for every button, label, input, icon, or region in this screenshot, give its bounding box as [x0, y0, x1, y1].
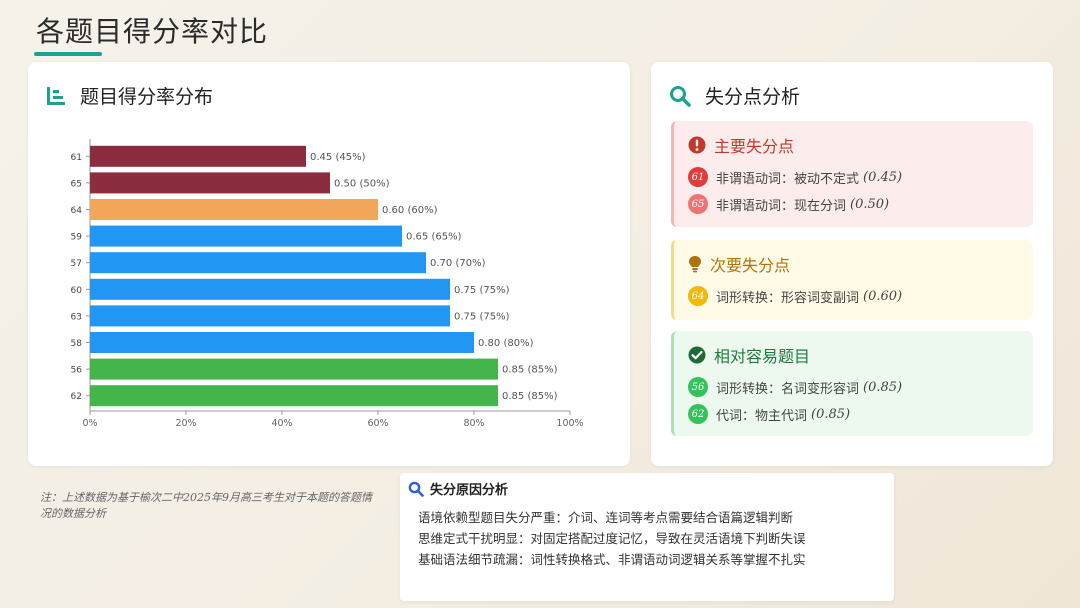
chart-card-header: 题目得分率分布	[46, 82, 213, 109]
bar	[90, 252, 426, 274]
reason-line: 语境依赖型题目失分严重：介词、连词等考点需要结合语篇逻辑判断	[418, 510, 794, 525]
reason-card: 失分原因分析 语境依赖型题目失分严重：介词、连词等考点需要结合语篇逻辑判断 思维…	[400, 473, 894, 601]
bar	[90, 145, 306, 167]
side-card: 失分点分析 主要失分点 61 非谓语动词：被动不定式 (0.45) 65 非谓语…	[651, 62, 1053, 466]
data-label: 0.70 (70%)	[430, 258, 486, 269]
chart-card: 题目得分率分布 61 0.45 (45%) 65 0.50 (50%) 64 0.60 (…	[28, 62, 630, 466]
data-label: 0.50 (50%)	[334, 178, 390, 189]
reason-header: 失分原因分析	[408, 479, 508, 498]
check-icon	[688, 346, 706, 364]
y-tick-label: 61	[71, 153, 82, 163]
bar-chart: 61 0.45 (45%) 65 0.50 (50%) 64 0.60 (60%) 59 0.…	[71, 139, 584, 429]
list-item: 61 非谓语动词：被动不定式 (0.45)	[688, 167, 1019, 187]
question-number-badge: 61	[688, 167, 708, 187]
bar-chart-icon	[47, 86, 65, 105]
data-label: 0.80 (80%)	[478, 338, 534, 349]
side-card-title: 失分点分析	[705, 86, 801, 108]
x-tick-label: 100%	[556, 418, 583, 429]
question-number-badge: 62	[688, 404, 708, 424]
bar	[90, 332, 474, 353]
side-card-header: 失分点分析	[669, 82, 800, 109]
y-tick-label: 59	[71, 233, 83, 243]
x-tick-label: 20%	[175, 418, 196, 429]
data-label: 0.60 (60%)	[382, 205, 438, 216]
bar	[90, 278, 450, 300]
item-text: 非谓语动词：被动不定式	[716, 171, 860, 187]
major-loss-title: 主要失分点	[714, 137, 795, 156]
easy-questions-title: 相对容易题目	[714, 347, 811, 366]
item-score: (0.85)	[811, 406, 851, 422]
y-tick-label: 60	[71, 286, 83, 296]
data-label: 0.75 (75%)	[454, 311, 510, 322]
y-tick-label: 57	[71, 259, 82, 269]
bar	[90, 385, 498, 407]
item-score: (0.60)	[863, 288, 903, 304]
y-tick-label: 58	[71, 339, 83, 349]
bar	[90, 305, 450, 327]
data-label: 0.45 (45%)	[310, 152, 366, 163]
data-source-note: 注：上述数据为基于榆次二中2025年9月高三考生对于本题的答题情况的数据分析	[40, 491, 372, 520]
item-score: (0.85)	[863, 379, 903, 395]
item-text: 非谓语动词：现在分词	[716, 198, 847, 214]
lightbulb-icon	[689, 256, 701, 273]
question-number-badge: 64	[688, 286, 708, 306]
bar	[90, 172, 330, 194]
search-icon	[670, 85, 691, 107]
bar	[90, 199, 378, 220]
y-tick-label: 64	[71, 206, 83, 216]
x-tick-label: 80%	[463, 418, 484, 429]
minor-loss-title: 次要失分点	[710, 256, 791, 275]
item-text: 词形转换：形容词变副词	[716, 290, 860, 306]
y-tick-label: 56	[71, 366, 83, 376]
item-score: (0.50)	[850, 196, 890, 212]
y-tick-label: 63	[71, 312, 82, 322]
bar	[90, 358, 498, 380]
item-score: (0.45)	[863, 169, 903, 185]
easy-questions-box: 相对容易题目 56 词形转换：名词变形容词 (0.85) 62 代词：物主代词 …	[671, 331, 1033, 436]
reason-title: 失分原因分析	[430, 483, 509, 498]
data-label: 0.75 (75%)	[454, 285, 510, 296]
easy-questions-title-row: 相对容易题目	[688, 343, 1019, 367]
bar	[90, 225, 402, 247]
data-label: 0.65 (65%)	[406, 232, 462, 243]
x-tick-label: 0%	[82, 418, 97, 429]
data-label: 0.85 (85%)	[502, 391, 558, 402]
search-icon	[408, 481, 424, 497]
x-tick-label: 60%	[367, 418, 388, 429]
list-item: 62 代词：物主代词 (0.85)	[688, 404, 1019, 424]
list-item: 56 词形转换：名词变形容词 (0.85)	[688, 377, 1019, 397]
list-item: 64 词形转换：形容词变副词 (0.60)	[688, 286, 1019, 306]
major-loss-box: 主要失分点 61 非谓语动词：被动不定式 (0.45) 65 非谓语动词：现在分…	[671, 121, 1033, 227]
reason-line: 思维定式干扰明显：对固定搭配过度记忆，导致在灵活语境下判断失误	[418, 531, 806, 546]
item-text: 词形转换：名词变形容词	[716, 381, 860, 397]
item-text: 代词：物主代词	[716, 408, 808, 424]
data-label: 0.85 (85%)	[502, 365, 558, 376]
reason-list: 语境依赖型题目失分严重：介词、连词等考点需要结合语篇逻辑判断 思维定式干扰明显：…	[418, 507, 806, 570]
x-tick-label: 40%	[271, 418, 292, 429]
reason-line: 基础语法细节疏漏：词性转换格式、非谓语动词逻辑关系等掌握不扎实	[418, 552, 806, 567]
major-loss-title-row: 主要失分点	[688, 133, 1019, 157]
title-underline	[34, 52, 102, 56]
y-tick-label: 62	[71, 392, 82, 402]
minor-loss-title-row: 次要失分点	[688, 252, 1019, 276]
y-tick-label: 65	[71, 179, 82, 189]
exclamation-icon	[688, 136, 706, 154]
page-title: 各题目得分率对比	[36, 15, 269, 48]
question-number-badge: 56	[688, 377, 708, 397]
chart-card-title: 题目得分率分布	[80, 86, 214, 108]
list-item: 65 非谓语动词：现在分词 (0.50)	[688, 194, 1019, 214]
question-number-badge: 65	[688, 194, 708, 214]
minor-loss-box: 次要失分点 64 词形转换：形容词变副词 (0.60)	[671, 240, 1033, 320]
